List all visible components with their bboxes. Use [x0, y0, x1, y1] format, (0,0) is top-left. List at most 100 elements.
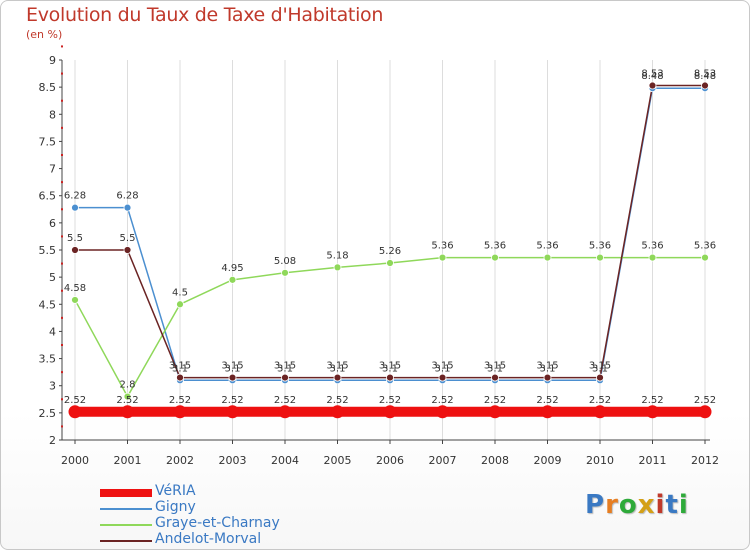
legend-swatch	[100, 540, 152, 542]
data-label: 6.28	[64, 191, 86, 202]
data-label: 4.5	[172, 287, 188, 298]
data-label: 5.26	[379, 246, 401, 257]
x-tick-label: 2002	[166, 454, 194, 467]
data-point	[701, 81, 709, 90]
data-point	[491, 373, 499, 382]
data-label: 5.36	[484, 241, 506, 252]
data-label: 3.15	[484, 361, 506, 372]
data-label: 3.1	[225, 363, 241, 374]
legend-label: Andelot-Morval	[155, 531, 262, 547]
legend-swatch	[100, 524, 152, 526]
data-label: 5.36	[589, 241, 611, 252]
data-point	[278, 405, 292, 419]
data-label: 3.1	[435, 363, 451, 374]
data-point	[123, 392, 132, 401]
x-tick-label: 2005	[324, 454, 352, 467]
legend-item: Gigny	[100, 499, 340, 517]
data-label: 2.8	[120, 380, 136, 391]
legend-swatch	[100, 489, 152, 497]
data-label: 2.52	[116, 395, 138, 406]
legend-label: Graye-et-Charnay	[155, 515, 280, 531]
data-point	[438, 253, 447, 262]
data-label: 3.1	[540, 363, 556, 374]
legend-label: VéRIA	[155, 483, 196, 499]
data-label: 8.48	[694, 71, 716, 82]
logo-letter: i	[655, 490, 666, 520]
logo-letter: P	[585, 490, 606, 520]
data-label: 5.18	[326, 250, 348, 261]
logo-letter: x	[637, 490, 656, 520]
data-point	[71, 203, 79, 212]
data-label: 5.36	[536, 241, 558, 252]
data-label: 3.1	[382, 363, 398, 374]
y-minor-tick	[61, 344, 63, 346]
data-label: 3.1	[277, 363, 293, 374]
data-point	[281, 268, 289, 277]
legend-item: Andelot-Morval	[100, 531, 340, 549]
y-tick-label: 8.5	[39, 81, 57, 94]
y-tick-label: 2.5	[39, 407, 57, 420]
data-point	[68, 405, 82, 419]
data-label: 2.52	[641, 395, 663, 406]
y-tick-label: 4.5	[39, 298, 57, 311]
legend-label: Gigny	[155, 499, 196, 515]
data-label: 2.52	[431, 395, 453, 406]
data-label: 8.53	[694, 69, 716, 80]
legend: VéRIA Gigny Graye-et-Charnay Andelot-Morval	[100, 483, 340, 549]
y-tick-label: 8	[49, 108, 56, 121]
x-tick-label: 2001	[114, 454, 142, 467]
data-point	[488, 405, 502, 419]
data-label: 3.15	[169, 361, 191, 372]
y-tick-label: 6	[49, 217, 56, 230]
data-label: 3.1	[592, 363, 608, 374]
data-point	[333, 263, 342, 272]
y-tick-label: 5	[49, 271, 56, 284]
data-point	[383, 405, 397, 419]
y-minor-tick	[61, 72, 63, 75]
data-point	[123, 203, 132, 212]
data-point	[596, 373, 604, 382]
data-label: 5.36	[641, 241, 663, 252]
data-point	[121, 405, 134, 419]
y-minor-tick	[61, 398, 63, 401]
data-point	[71, 296, 79, 304]
y-tick-label: 7.5	[39, 135, 57, 148]
data-label: 5.5	[67, 233, 83, 244]
data-point	[698, 405, 712, 419]
chart-subtitle: (en %)	[26, 28, 63, 41]
y-tick-label: 4	[49, 325, 56, 338]
data-point	[331, 405, 344, 419]
data-point	[176, 300, 184, 309]
y-minor-tick	[61, 126, 63, 129]
y-tick-label: 3	[49, 380, 56, 393]
data-label: 3.1	[172, 363, 188, 374]
data-label: 2.52	[64, 395, 86, 406]
x-tick-label: 2000	[61, 454, 89, 467]
data-label: 5.36	[431, 241, 453, 252]
legend-item: Graye-et-Charnay	[100, 515, 340, 533]
data-point	[701, 253, 709, 262]
y-minor-tick	[61, 208, 63, 211]
data-point	[228, 373, 237, 382]
data-point	[226, 405, 239, 419]
data-point	[438, 373, 447, 382]
proxiti-logo: Proxiti	[585, 490, 689, 520]
data-label: 2.52	[221, 395, 243, 406]
logo-letter: r	[605, 490, 619, 520]
y-minor-tick	[61, 262, 63, 265]
data-label: 5.08	[274, 256, 296, 267]
legend-swatch	[100, 508, 152, 510]
data-label: 2.52	[484, 395, 506, 406]
y-minor-tick	[61, 99, 63, 102]
y-minor-tick	[61, 45, 63, 48]
data-point	[123, 246, 132, 254]
data-point	[281, 373, 289, 382]
y-minor-tick	[61, 235, 63, 238]
data-label: 3.15	[326, 361, 348, 372]
x-tick-label: 2011	[639, 454, 667, 467]
data-point	[648, 81, 657, 90]
data-label: 3.1	[330, 363, 346, 374]
y-minor-tick	[61, 154, 63, 156]
